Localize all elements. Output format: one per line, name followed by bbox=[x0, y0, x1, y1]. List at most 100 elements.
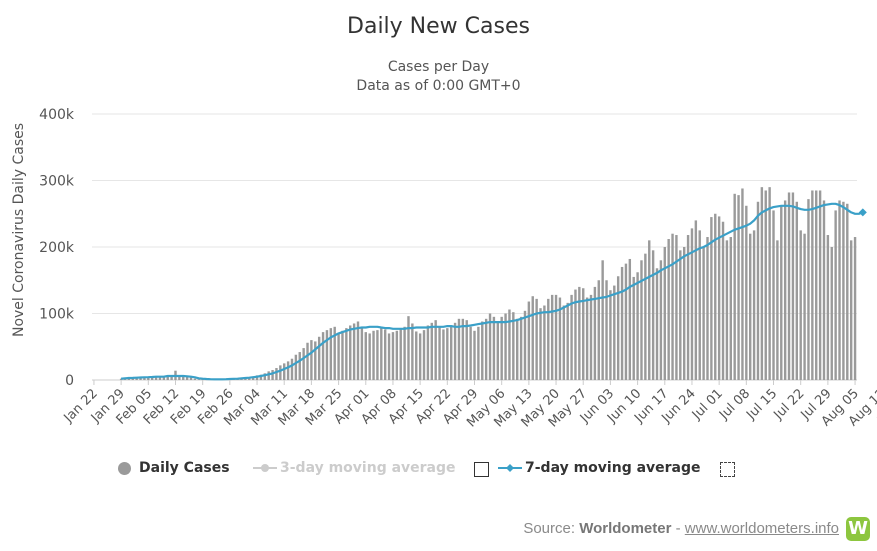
bar[interactable] bbox=[846, 203, 849, 380]
bar[interactable] bbox=[609, 290, 612, 380]
bar[interactable] bbox=[531, 296, 534, 380]
bar[interactable] bbox=[150, 377, 154, 380]
bar[interactable] bbox=[690, 228, 694, 380]
bar[interactable] bbox=[143, 377, 146, 380]
bar[interactable] bbox=[193, 378, 197, 380]
bar[interactable] bbox=[686, 235, 690, 380]
bar[interactable] bbox=[574, 289, 577, 380]
bar[interactable] bbox=[310, 340, 313, 380]
bar[interactable] bbox=[803, 233, 806, 380]
bar[interactable] bbox=[663, 247, 666, 380]
bar[interactable] bbox=[333, 326, 336, 380]
bar[interactable] bbox=[636, 272, 639, 380]
bar[interactable] bbox=[442, 329, 445, 380]
bar[interactable] bbox=[659, 260, 663, 380]
bar[interactable] bbox=[321, 332, 325, 380]
bar[interactable] bbox=[632, 276, 635, 380]
bar[interactable] bbox=[158, 376, 162, 380]
bar[interactable] bbox=[286, 361, 290, 380]
bar[interactable] bbox=[535, 298, 538, 380]
bar[interactable] bbox=[407, 316, 410, 380]
bar[interactable] bbox=[438, 326, 441, 380]
bar[interactable] bbox=[434, 320, 437, 380]
bar[interactable] bbox=[597, 280, 600, 380]
bar[interactable] bbox=[484, 318, 488, 380]
bar[interactable] bbox=[131, 378, 134, 380]
bar[interactable] bbox=[582, 288, 585, 380]
bar[interactable] bbox=[512, 312, 515, 380]
bar[interactable] bbox=[516, 318, 519, 380]
bar[interactable] bbox=[698, 230, 701, 380]
bar[interactable] bbox=[391, 332, 395, 380]
bar[interactable] bbox=[624, 263, 628, 380]
bar[interactable] bbox=[605, 280, 608, 380]
bar[interactable] bbox=[488, 313, 492, 381]
bar[interactable] bbox=[477, 326, 480, 380]
bar[interactable] bbox=[283, 363, 286, 380]
bar[interactable] bbox=[815, 190, 818, 380]
bar[interactable] bbox=[162, 376, 166, 380]
bar[interactable] bbox=[317, 336, 321, 380]
bar[interactable] bbox=[694, 220, 698, 380]
bar[interactable] bbox=[799, 230, 802, 380]
bar[interactable] bbox=[127, 378, 131, 380]
bar[interactable] bbox=[838, 200, 841, 380]
bar[interactable] bbox=[578, 286, 581, 380]
bar[interactable] bbox=[325, 330, 329, 380]
bar[interactable] bbox=[492, 316, 496, 380]
bar[interactable] bbox=[329, 328, 333, 380]
bar[interactable] bbox=[147, 377, 150, 380]
bar[interactable] bbox=[380, 328, 383, 380]
bar[interactable] bbox=[733, 193, 736, 380]
bar[interactable] bbox=[395, 330, 399, 380]
bar[interactable] bbox=[682, 247, 686, 380]
bar[interactable] bbox=[399, 329, 402, 380]
bar[interactable] bbox=[349, 325, 352, 380]
bar[interactable] bbox=[465, 320, 468, 380]
bar[interactable] bbox=[679, 250, 682, 380]
bar[interactable] bbox=[298, 352, 301, 380]
bar[interactable] bbox=[807, 199, 810, 380]
bar[interactable] bbox=[628, 258, 632, 380]
bar[interactable] bbox=[376, 330, 379, 380]
bar[interactable] bbox=[811, 190, 814, 380]
bar[interactable] bbox=[383, 329, 387, 380]
bar[interactable] bbox=[543, 305, 546, 380]
bar[interactable] bbox=[352, 323, 356, 380]
bar[interactable] bbox=[760, 187, 764, 380]
bar[interactable] bbox=[651, 250, 655, 380]
bar[interactable] bbox=[616, 276, 620, 380]
bar[interactable] bbox=[469, 326, 472, 380]
bar[interactable] bbox=[481, 321, 484, 380]
bar[interactable] bbox=[745, 205, 748, 380]
bar[interactable] bbox=[756, 201, 760, 380]
bar[interactable] bbox=[263, 373, 267, 380]
bar[interactable] bbox=[787, 192, 791, 380]
bar[interactable] bbox=[714, 213, 717, 380]
bar[interactable] bbox=[613, 285, 616, 380]
bar[interactable] bbox=[585, 297, 589, 380]
bar[interactable] bbox=[500, 316, 503, 380]
bar[interactable] bbox=[795, 201, 799, 380]
bar[interactable] bbox=[430, 322, 433, 380]
bar[interactable] bbox=[279, 365, 282, 380]
bar[interactable] bbox=[271, 370, 274, 380]
bar[interactable] bbox=[418, 333, 422, 380]
bar[interactable] bbox=[182, 376, 185, 380]
bar[interactable] bbox=[776, 240, 779, 380]
bar[interactable] bbox=[640, 260, 643, 380]
bar[interactable] bbox=[368, 333, 371, 380]
bar[interactable] bbox=[566, 302, 569, 380]
bar[interactable] bbox=[496, 321, 500, 380]
bar[interactable] bbox=[667, 239, 670, 380]
bar[interactable] bbox=[644, 253, 647, 380]
bar[interactable] bbox=[294, 354, 298, 380]
bar[interactable] bbox=[721, 221, 725, 380]
bar[interactable] bbox=[473, 330, 476, 380]
bar[interactable] bbox=[306, 342, 309, 380]
bar[interactable] bbox=[302, 348, 305, 380]
bar[interactable] bbox=[461, 318, 465, 380]
bar[interactable] bbox=[706, 237, 709, 380]
bar[interactable] bbox=[527, 301, 531, 380]
bar[interactable] bbox=[411, 323, 414, 380]
